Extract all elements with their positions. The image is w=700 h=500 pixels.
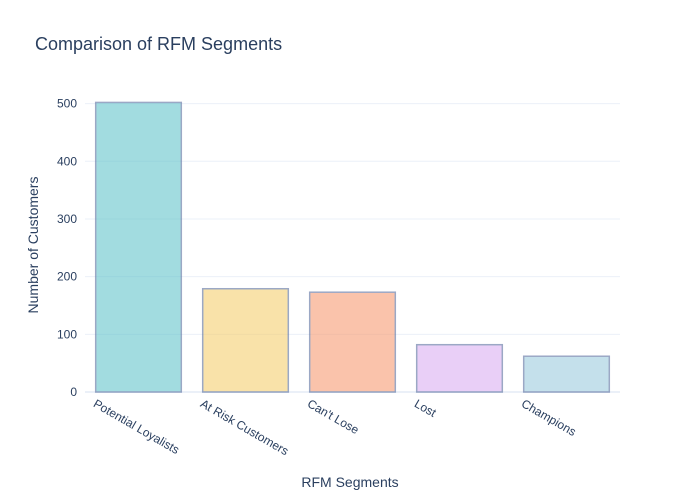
bar [308, 291, 397, 393]
x-axis-title: RFM Segments [301, 474, 398, 490]
x-tick-label: Champions [519, 396, 579, 438]
x-axis-ticks: Potential Loyalists At Risk Customers Can'… [91, 396, 579, 458]
bar [522, 355, 611, 393]
x-tick-label: Potential Loyalists [91, 396, 182, 456]
x-tick-label: Can't Lose [305, 396, 362, 437]
bar [201, 287, 290, 393]
y-tick-label: 100 [57, 327, 77, 341]
y-tick-label: 200 [57, 270, 77, 284]
y-axis-title: Number of Customers [25, 177, 41, 314]
chart-title: Comparison of RFM Segments [35, 34, 282, 54]
bars [94, 101, 611, 393]
x-tick-label: At Risk Customers [198, 396, 291, 458]
y-tick-label: 300 [57, 212, 77, 226]
bar [415, 343, 504, 393]
y-tick-label: 500 [57, 97, 77, 111]
x-tick-label: Lost [412, 396, 439, 420]
y-axis-ticks: 0 100 200 300 400 500 [57, 97, 77, 399]
bar [94, 101, 183, 393]
y-tick-label: 400 [57, 154, 77, 168]
y-tick-label: 0 [70, 385, 77, 399]
